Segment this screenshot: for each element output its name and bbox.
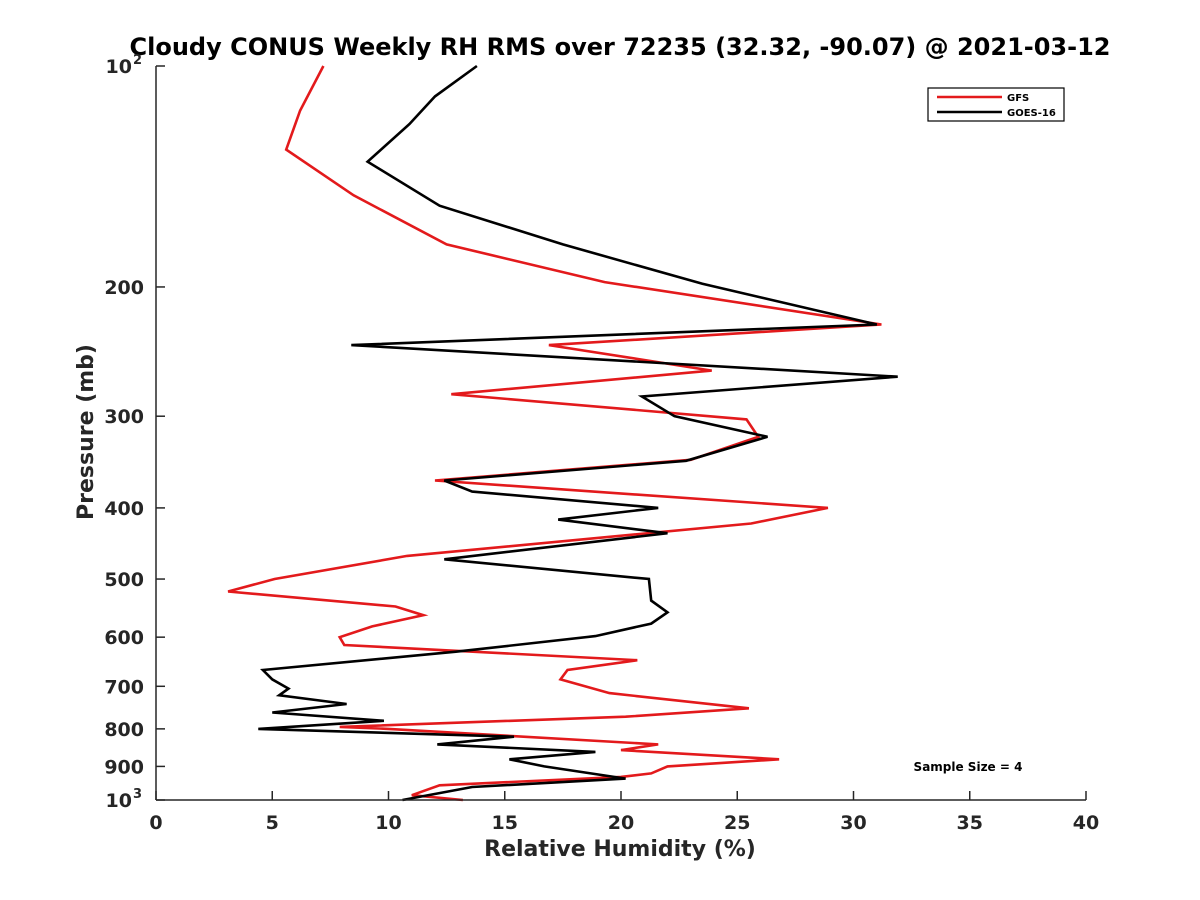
y-tick-exponent: 2 (133, 53, 142, 68)
y-tick-exponent: 3 (133, 787, 142, 802)
legend: GFS GOES-16 (927, 87, 1065, 122)
legend-label-gfs: GFS (1007, 93, 1029, 104)
y-tick-label: 10 (106, 790, 132, 812)
x-tick-label: 30 (840, 812, 866, 834)
x-tick-label: 40 (1073, 812, 1099, 834)
series-layer (227, 64, 898, 802)
y-tick-label: 500 (104, 569, 144, 591)
axes: 0 5 10 15 20 25 30 35 40 10 220030040050060070080… (104, 53, 1099, 834)
y-tick-label: 400 (104, 498, 144, 520)
series-line-goes16 (258, 64, 898, 802)
chart-title: Cloudy CONUS Weekly RH RMS over 72235 (3… (130, 33, 1111, 61)
y-tick-label: 300 (104, 406, 144, 428)
legend-label-goes16: GOES-16 (1007, 108, 1056, 119)
y-tick-label: 700 (104, 676, 144, 698)
sample-size-annotation: Sample Size = 4 (914, 760, 1023, 774)
x-tick-label: 15 (492, 812, 518, 834)
y-tick-label: 900 (104, 756, 144, 778)
y-tick-label: 200 (104, 277, 144, 299)
x-tick-label: 25 (724, 812, 750, 834)
y-tick-label: 600 (104, 627, 144, 649)
y-tick-label: 10 (106, 56, 132, 78)
y-axis-label: Pressure (mb) (74, 344, 99, 520)
x-tick-label: 35 (957, 812, 983, 834)
x-tick-label: 0 (149, 812, 162, 834)
x-ticks: 0 5 10 15 20 25 30 35 40 (149, 791, 1099, 834)
x-tick-label: 5 (266, 812, 279, 834)
series-line-gfs (227, 65, 882, 802)
y-tick-label: 800 (104, 719, 144, 741)
x-tick-label: 10 (375, 812, 401, 834)
x-tick-label: 20 (608, 812, 634, 834)
x-axis-label: Relative Humidity (%) (484, 837, 756, 862)
legend-box (927, 87, 1065, 122)
